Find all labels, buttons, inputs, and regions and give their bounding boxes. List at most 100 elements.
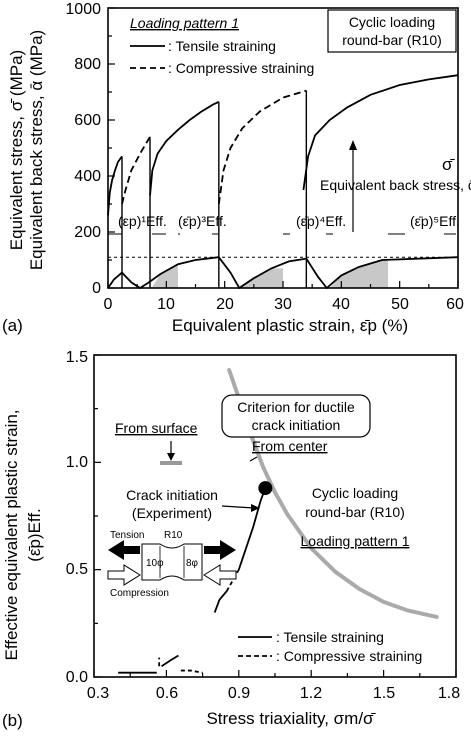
y-tick-label: 1.0	[66, 454, 88, 471]
info-box-a	[327, 9, 457, 53]
panel-b: 0.0 0.5 1.0 1.5 0.3 0.6 0.9 1.2 1.5 1.8 …	[2, 349, 460, 730]
series-a	[107, 74, 459, 290]
criterion-label-line2: crack initiation	[252, 417, 341, 433]
series-line	[302, 74, 459, 191]
x-axis-label-a: Equivalent plastic strain, ε̄p (%)	[172, 316, 408, 335]
eff-strain-label-5: (ε̄p)⁵Eff.	[410, 213, 460, 229]
x-tick-label: 30	[274, 296, 292, 313]
x-tick-label: 0.9	[228, 685, 250, 702]
y-tick-labels-b: 0.0 0.5 1.0 1.5	[66, 349, 88, 686]
criterion-label-line1: Criterion for ductile	[237, 399, 355, 415]
compression-label: Compression	[110, 588, 169, 599]
shaded-region	[239, 268, 283, 288]
y-axis-label-a-line2: Equivalent back stress, ᾱ (MPa)	[27, 30, 46, 270]
crack-initiation-point	[258, 481, 273, 496]
x-tick-label: 1.5	[373, 685, 395, 702]
x-tick-labels-a: 0 10 20 30 40 50 60	[104, 296, 464, 313]
crack-arrow	[221, 505, 255, 509]
eff-strain-label-3: (ε̄p)³Eff.	[178, 213, 227, 229]
from-center-label: From center	[252, 438, 328, 454]
x-tick-label: 1.2	[300, 685, 322, 702]
x-axis-label-b: Stress triaxiality, σm/σ̄	[206, 709, 376, 728]
eff-strain-label-1: (εp)¹Eff.	[118, 213, 167, 229]
x-tick-labels-b: 0.3 0.6 0.9 1.2 1.5 1.8	[87, 685, 460, 702]
pattern-label-b: Loading pattern 1	[301, 533, 410, 549]
y-tick-label: 1000	[65, 1, 101, 18]
tension-arrow-left	[108, 540, 140, 560]
shaded-regions	[151, 260, 388, 288]
series-line	[161, 654, 179, 668]
eff-strain-label-4: (ε̄p)⁴Eff.	[296, 213, 346, 229]
y-tick-label: 800	[74, 56, 101, 73]
series-line	[213, 590, 228, 613]
from-surface-arrowhead	[167, 453, 175, 461]
series-line	[121, 256, 219, 290]
specimen-shape	[141, 543, 203, 581]
legend-label-tensile-b: : Tensile straining	[276, 629, 384, 645]
series-line	[121, 136, 151, 205]
series-line	[149, 100, 220, 196]
x-tick-label: 50	[391, 296, 409, 313]
from-center-arrow	[249, 456, 258, 462]
panel-label-b: (b)	[2, 711, 23, 730]
crack-label-line2: (Experiment)	[132, 505, 212, 521]
y-axis-label-a-line1: Equivalent stress, σ̄ (MPa)	[7, 50, 26, 250]
panel-a: 0 200 400 600 800 1000 0 10 20 30 40 50 …	[2, 1, 471, 335]
y-axis-label-b-line1: Effective equivalent plastic strain,	[2, 409, 21, 660]
x-tick-label: 10	[157, 296, 175, 313]
from-surface-label: From surface	[115, 420, 198, 436]
tension-label: Tension	[110, 530, 144, 541]
y-axis-label-b-line2: (ε̄p)Eff.	[25, 508, 44, 562]
sigma-label: σ̄	[442, 155, 455, 174]
legend-label-compressive: : Compressive straining	[168, 60, 314, 76]
x-tick-label: 0	[104, 296, 113, 313]
legend-label-tensile: : Tensile straining	[168, 38, 276, 54]
criterion-box	[221, 394, 371, 438]
series-line	[305, 256, 459, 290]
legend-title-a: Loading pattern 1	[130, 15, 239, 31]
x-tick-label: 60	[446, 296, 464, 313]
info-box-a-line1: Cyclic loading	[349, 14, 435, 30]
series-line	[217, 89, 307, 205]
compression-arrow-left	[107, 564, 141, 586]
y-tick-label: 600	[74, 112, 101, 129]
x-tick-label: 0.6	[156, 685, 178, 702]
crack-label-line1: Crack initiation	[126, 487, 218, 503]
series-line	[107, 271, 123, 289]
crack-arrowhead	[251, 504, 260, 512]
tension-arrow-right	[204, 540, 236, 560]
shaded-region	[151, 264, 178, 288]
series-line	[107, 155, 123, 216]
series-line	[237, 487, 267, 570]
back-stress-label: Equivalent back stress, ᾱ	[320, 177, 471, 193]
y-tick-label: 1.5	[66, 349, 88, 366]
d10-label: 10φ	[146, 558, 164, 569]
x-tick-label: 20	[216, 296, 234, 313]
specimen-inset: Tension Compression R10 10φ 8φ	[107, 530, 237, 599]
x-tick-label: 1.8	[438, 685, 460, 702]
series-b	[118, 487, 267, 674]
y-tick-label: 200	[74, 224, 101, 241]
panel-label-a: (a)	[2, 316, 23, 335]
legend-label-compressive-b: : Compressive straining	[276, 648, 422, 664]
y-tick-labels-a: 0 200 400 600 800 1000	[65, 1, 101, 297]
y-tick-label: 400	[74, 168, 101, 185]
r10-label: R10	[164, 530, 183, 541]
x-tick-label: 40	[332, 296, 350, 313]
d8-label: 8φ	[186, 558, 199, 569]
compression-arrow-right	[203, 564, 237, 586]
y-tick-label: 0	[92, 280, 101, 297]
surface-point	[160, 461, 182, 465]
back-stress-arrowhead	[349, 140, 357, 150]
series-line	[180, 669, 203, 674]
series-line	[218, 256, 307, 290]
info-box-b-line2: round-bar (R10)	[305, 504, 405, 520]
info-box-a-line2: round-bar (R10)	[342, 32, 442, 48]
y-tick-label: 0.5	[66, 561, 88, 578]
y-tick-label: 0.0	[66, 669, 88, 686]
shaded-region	[329, 260, 388, 288]
tick-marks-b	[93, 354, 457, 678]
x-tick-label: 0.3	[87, 685, 109, 702]
info-box-b-line1: Cyclic loading	[312, 485, 398, 501]
